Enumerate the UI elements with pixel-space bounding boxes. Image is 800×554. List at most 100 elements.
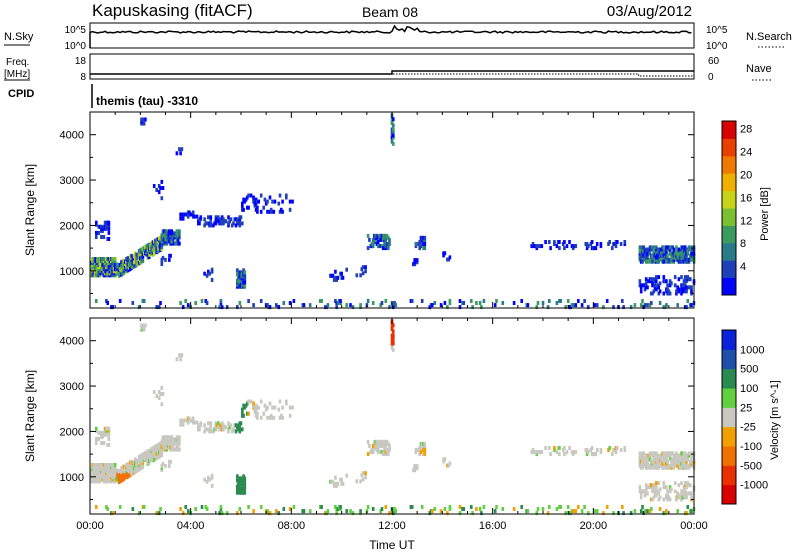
range-time-cell [102,235,106,239]
range-time-cell [475,301,478,305]
range-time-cell [690,257,693,262]
velocity-colorbar-label: Velocity [m s^-1] [769,380,781,460]
range-time-cell [538,450,541,455]
y-tick-label: 1000 [60,266,84,278]
range-time-cell [571,303,575,308]
colorbar-swatch [722,155,736,174]
range-time-cell [259,193,263,198]
range-time-cell [227,221,230,226]
range-time-cell [390,139,394,144]
range-time-cell [419,244,423,249]
range-time-cell [325,305,328,310]
colorbar-swatch [722,484,736,505]
range-time-cell [222,427,225,432]
range-time-cell [160,262,164,266]
velocity-colorbar-tick: -100 [740,441,762,453]
range-time-cell [587,305,590,310]
range-time-cell [672,257,676,262]
range-time-cell [256,209,259,214]
range-time-cell [371,446,375,450]
range-time-cell [470,505,473,509]
range-time-cell [105,471,108,476]
range-time-cell [195,214,199,219]
range-time-cell [349,303,352,308]
range-time-cell [376,244,380,249]
range-time-cell [157,396,161,401]
range-time-cell [652,451,656,456]
range-time-cell [178,441,181,446]
range-time-cell [646,491,649,496]
range-time-cell [95,441,98,445]
range-time-cell [227,427,230,432]
freq-panel-frame [89,53,695,80]
range-time-cell [191,416,195,421]
range-time-cell [423,446,427,450]
range-time-cell [144,117,147,122]
colorbar-swatch [722,173,736,192]
range-time-cell [288,405,292,410]
range-time-cell [553,240,556,244]
range-time-cell [195,420,199,425]
colorbar-swatch [722,407,736,428]
range-time-cell [558,246,561,251]
power-colorbar: 4 8 12 16 20 24 28 [721,120,752,296]
range-time-cell [651,291,654,296]
x-tick-label: 12:00 [378,520,406,532]
range-time-cell [107,230,111,235]
nsky-trace [89,24,692,48]
range-time-cell [210,267,214,272]
range-time-cell [361,265,365,270]
range-time-cell [95,426,98,431]
range-time-cell [359,479,362,484]
range-time-cell [371,450,375,455]
range-time-cell [217,421,220,426]
power-ylabel: Slant Range [km] [23,164,37,256]
range-time-cell [558,505,561,509]
range-time-cell [393,301,396,305]
range-time-cell [555,301,559,305]
range-time-cell [165,447,169,452]
range-time-cell [410,505,414,509]
range-time-cell [683,245,687,250]
range-time-cell [608,446,611,450]
range-time-cell [563,246,566,251]
range-time-cell [155,394,158,398]
range-time-cell [660,251,663,256]
range-time-cell [186,214,190,219]
range-time-cell [623,240,627,244]
range-time-cell [239,215,243,220]
range-time-cell [574,303,578,308]
range-time-cell [478,301,482,305]
range-time-cell [105,463,108,467]
range-time-cell [638,485,642,490]
range-time-cell [392,329,395,334]
range-time-cell [171,443,175,448]
range-time-cell [308,303,312,308]
range-time-cell [335,511,338,516]
range-time-cell [219,505,223,509]
range-time-cell [655,287,658,292]
range-time-cell [379,509,382,514]
range-time-cell [650,301,653,305]
range-time-cell [160,402,164,407]
range-time-cell [209,221,213,226]
range-time-cell [458,505,462,509]
range-time-cell [599,448,603,452]
range-time-cell [690,491,693,496]
y-tick-label: 3000 [60,381,84,393]
range-time-cell [532,244,536,249]
range-time-cell [168,463,171,468]
range-time-cell [243,278,247,283]
range-time-cell [157,511,161,516]
range-time-cell [392,141,395,146]
power-colorbar-tick: 12 [740,215,752,227]
range-time-cell [443,457,447,462]
colorbar-frame [721,329,737,505]
range-time-cell [675,463,678,468]
range-time-cell [236,284,239,289]
range-time-cell [199,215,203,220]
range-time-cell [652,495,656,500]
range-time-cell [548,240,551,244]
range-time-cell [675,291,678,296]
range-time-cell [107,436,111,441]
